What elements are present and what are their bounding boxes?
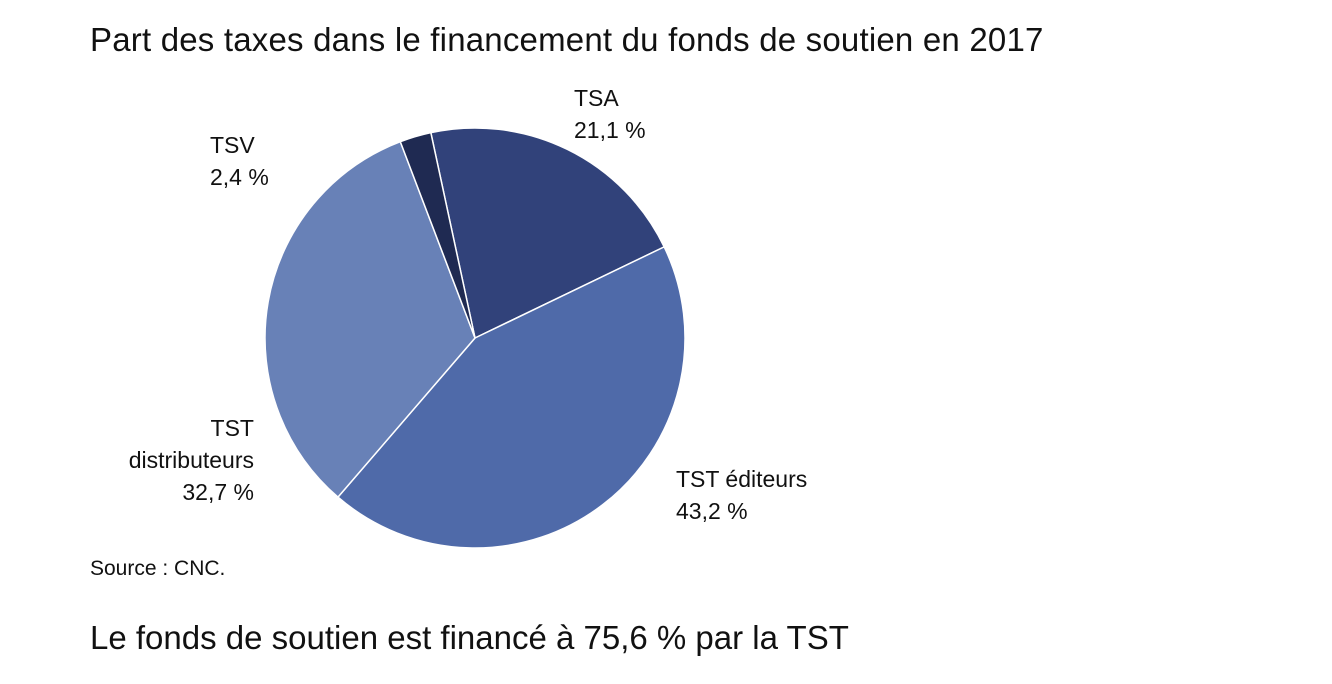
pie-slice-tsv bbox=[399, 131, 476, 339]
chart-title: Part des taxes dans le financement du fo… bbox=[90, 21, 1044, 58]
slice-label-tsv: TSV 2,4 % bbox=[210, 129, 269, 193]
source-note: Source : CNC. bbox=[90, 557, 226, 580]
slice-label-tsa-value: 21,1 % bbox=[574, 117, 646, 143]
pie-slice-tst-diteurs bbox=[337, 246, 686, 549]
slice-label-tsa: TSA 21,1 % bbox=[574, 82, 646, 146]
slice-label-tst-distributeurs-value: 32,7 % bbox=[182, 479, 254, 505]
slice-label-tsv-value: 2,4 % bbox=[210, 164, 269, 190]
pie-slice-tsa bbox=[430, 127, 665, 339]
pie-slice-tst-distributeurs bbox=[264, 140, 476, 498]
slice-label-tsv-name: TSV bbox=[210, 132, 255, 158]
slice-label-tst-distributeurs-line2: distributeurs bbox=[128, 447, 254, 473]
slice-label-tst-editeurs-value: 43,2 % bbox=[676, 498, 748, 524]
slice-label-tst-editeurs: TST éditeurs 43,2 % bbox=[676, 463, 807, 527]
slice-label-tst-distributeurs: TST distributeurs 32,7 % bbox=[54, 412, 254, 508]
slice-label-tsa-name: TSA bbox=[574, 85, 619, 111]
slice-label-tst-distributeurs-line1: TST bbox=[210, 415, 254, 441]
slice-label-tst-editeurs-name: TST éditeurs bbox=[676, 466, 808, 492]
caption: Le fonds de soutien est financé à 75,6 %… bbox=[90, 619, 849, 656]
